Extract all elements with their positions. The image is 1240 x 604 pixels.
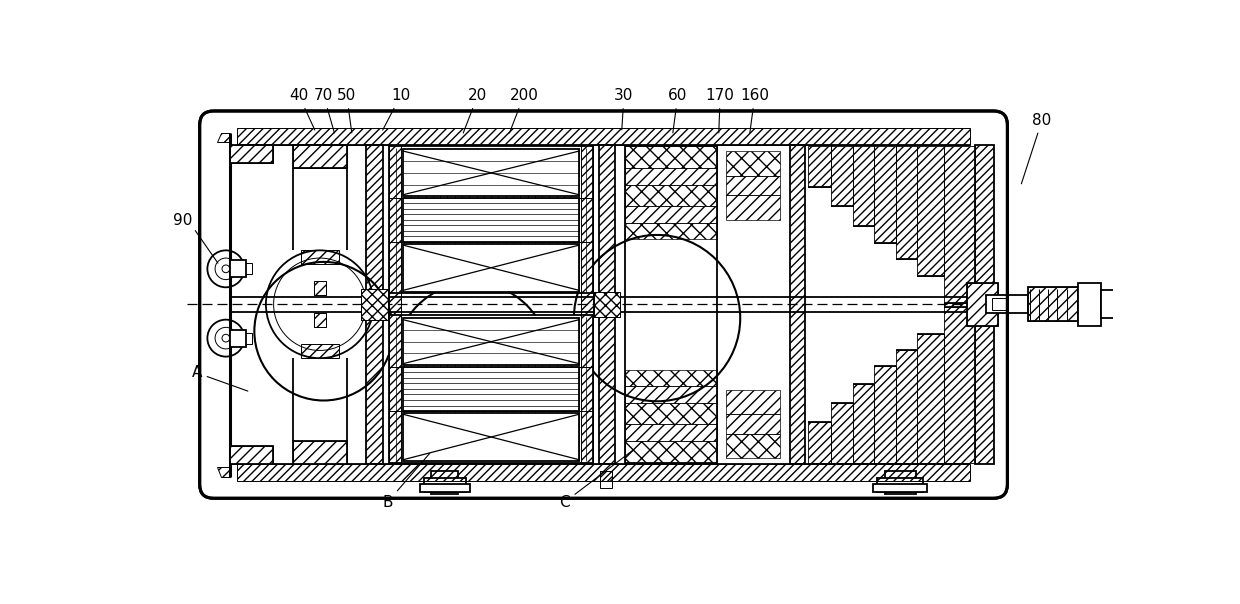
Text: B: B xyxy=(382,454,429,510)
Bar xyxy=(1028,288,1079,321)
Text: 30: 30 xyxy=(614,88,634,130)
Circle shape xyxy=(265,250,373,358)
Text: 50: 50 xyxy=(337,88,356,133)
Bar xyxy=(403,198,579,242)
Bar xyxy=(877,478,924,492)
Bar xyxy=(293,145,347,168)
Bar xyxy=(213,125,993,484)
Text: 70: 70 xyxy=(314,88,335,133)
Text: C: C xyxy=(559,450,634,510)
Text: 170: 170 xyxy=(706,88,734,133)
Bar xyxy=(231,333,252,344)
Bar xyxy=(403,243,579,292)
Bar xyxy=(361,289,388,320)
Bar xyxy=(231,260,246,277)
Bar xyxy=(432,471,459,493)
Bar xyxy=(420,484,470,492)
Bar xyxy=(231,330,246,347)
Text: 40: 40 xyxy=(289,88,315,130)
Text: 160: 160 xyxy=(740,88,769,133)
Text: 200: 200 xyxy=(510,88,538,133)
Bar xyxy=(986,295,1028,313)
Bar xyxy=(314,313,326,327)
Bar xyxy=(424,478,466,492)
Bar xyxy=(403,149,579,196)
Text: 60: 60 xyxy=(668,88,687,133)
Text: A: A xyxy=(191,365,248,391)
Bar xyxy=(403,413,579,461)
Bar xyxy=(1101,291,1121,318)
Bar xyxy=(625,146,717,463)
Bar xyxy=(885,471,916,493)
Bar xyxy=(403,318,579,365)
Bar xyxy=(873,484,928,492)
Bar xyxy=(992,298,1006,310)
Bar xyxy=(1079,283,1101,326)
Text: 10: 10 xyxy=(383,88,410,130)
Text: 80: 80 xyxy=(1022,113,1052,184)
Bar xyxy=(600,471,613,487)
Bar xyxy=(231,446,273,464)
Bar xyxy=(403,367,579,411)
Bar xyxy=(293,442,347,464)
Bar xyxy=(231,145,273,163)
Text: 20: 20 xyxy=(464,88,487,133)
Circle shape xyxy=(207,320,244,356)
Text: 90: 90 xyxy=(174,213,192,228)
Circle shape xyxy=(207,250,244,288)
Bar xyxy=(389,315,593,463)
Bar xyxy=(231,263,252,274)
Bar xyxy=(594,292,620,316)
Bar xyxy=(389,146,593,294)
Bar xyxy=(314,281,326,295)
Bar xyxy=(967,283,998,326)
